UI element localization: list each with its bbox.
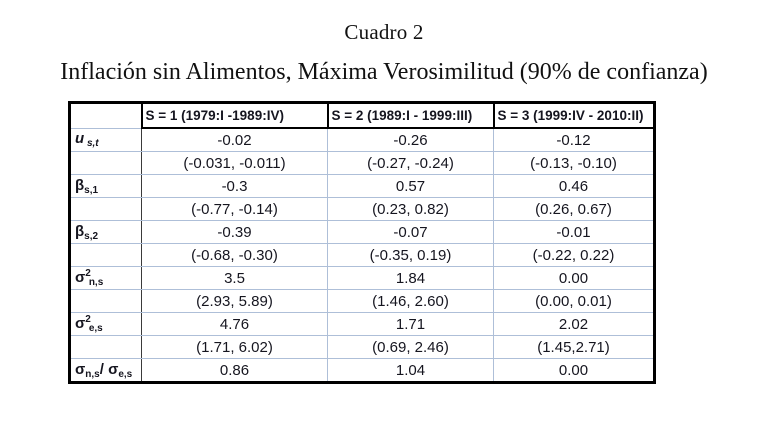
column-header-s2: S = 2 (1989:I - 1999:III) bbox=[326, 101, 495, 129]
row-label-segment: 2 bbox=[85, 268, 91, 279]
value-cell: (-0.031, -0.011) bbox=[141, 151, 328, 175]
column-header-s3: S = 3 (1999:IV - 2010:II) bbox=[492, 101, 656, 129]
row-label: σn,s/ σe,s bbox=[69, 358, 142, 383]
value-cell: (-0.27, -0.24) bbox=[327, 151, 494, 175]
row-label-segment: σ bbox=[108, 360, 119, 378]
column-header-empty bbox=[68, 101, 143, 129]
value-cell: (-0.22, 0.22) bbox=[493, 243, 655, 267]
row-label: σ2e,s bbox=[69, 312, 142, 336]
table-row: βs,2 -0.39 -0.07 -0.01 bbox=[69, 220, 655, 244]
value-cell: (0.69, 2.46) bbox=[327, 335, 494, 359]
value-cell: 0.46 bbox=[493, 174, 655, 198]
table-row: u s,t -0.02 -0.26 -0.12 bbox=[69, 127, 655, 152]
row-label-segment: s,1 bbox=[84, 184, 99, 196]
table-row: (-0.031, -0.011) (-0.27, -0.24) (-0.13, -0… bbox=[69, 151, 655, 175]
value-cell: -0.07 bbox=[327, 220, 494, 244]
value-cell: 0.00 bbox=[493, 358, 655, 383]
table-row: (-0.77, -0.14) (0.23, 0.82) (0.26, 0.67) bbox=[69, 197, 655, 221]
row-label-segment: e,s bbox=[88, 323, 103, 334]
value-cell: (-0.77, -0.14) bbox=[141, 197, 328, 221]
value-cell: 0.00 bbox=[493, 266, 655, 290]
value-cell: 1.71 bbox=[327, 312, 494, 336]
table-row: (2.93, 5.89) (1.46, 2.60) (0.00, 0.01) bbox=[69, 289, 655, 313]
results-table-body: u s,t -0.02 -0.26 -0.12 (-0.031, -0.011) (-0.… bbox=[69, 127, 655, 383]
row-label-segment: β bbox=[75, 222, 85, 240]
page-title: Cuadro 2 bbox=[344, 20, 424, 44]
value-cell: (0.23, 0.82) bbox=[327, 197, 494, 221]
row-label-segment: n,s bbox=[88, 277, 104, 288]
value-cell: 1.84 bbox=[327, 266, 494, 290]
value-cell: (1.71, 6.02) bbox=[141, 335, 328, 359]
row-label-segment: n,s bbox=[85, 368, 100, 380]
value-cell: -0.02 bbox=[141, 127, 328, 152]
table-row: (-0.68, -0.30) (-0.35, 0.19) (-0.22, 0.22) bbox=[69, 243, 655, 267]
table-row: σn,s/ σe,s 0.86 1.04 0.00 bbox=[69, 358, 655, 383]
value-cell: (1.46, 2.60) bbox=[327, 289, 494, 313]
row-label: βs,1 bbox=[69, 174, 142, 198]
value-cell: (1.45,2.71) bbox=[493, 335, 655, 359]
value-cell: (0.00, 0.01) bbox=[493, 289, 655, 313]
row-label: u s,t bbox=[69, 127, 142, 152]
table-row: (1.71, 6.02) (0.69, 2.46) (1.45,2.71) bbox=[69, 335, 655, 359]
results-table: S = 1 (1979:I -1989:IV) S = 2 (1989:I - … bbox=[68, 101, 656, 384]
row-label-segment: e,s bbox=[118, 368, 133, 380]
column-header-s1: S = 1 (1979:I -1989:IV) bbox=[140, 101, 329, 129]
value-cell: (-0.35, 0.19) bbox=[327, 243, 494, 267]
row-label-segment: σ bbox=[75, 269, 86, 286]
row-label bbox=[69, 289, 142, 313]
table-row: βs,1 -0.3 0.57 0.46 bbox=[69, 174, 655, 198]
value-cell: 2.02 bbox=[493, 312, 655, 336]
value-cell: -0.26 bbox=[327, 127, 494, 152]
row-label-segment: s,2 bbox=[84, 230, 99, 242]
value-cell: -0.3 bbox=[141, 174, 328, 198]
value-cell: (-0.13, -0.10) bbox=[493, 151, 655, 175]
value-cell: 0.86 bbox=[141, 358, 328, 383]
table-row: σ2e,s 4.76 1.71 2.02 bbox=[69, 312, 655, 336]
value-cell: 0.57 bbox=[327, 174, 494, 198]
row-label bbox=[69, 243, 142, 267]
row-label-segment: s,t bbox=[84, 138, 99, 150]
row-label-segment: β bbox=[75, 176, 85, 194]
value-cell: (2.93, 5.89) bbox=[141, 289, 328, 313]
row-label bbox=[69, 335, 142, 359]
table-row: σ2n,s 3.5 1.84 0.00 bbox=[69, 266, 655, 290]
header-row: S = 1 (1979:I -1989:IV) S = 2 (1989:I - … bbox=[68, 101, 656, 129]
value-cell: (-0.68, -0.30) bbox=[141, 243, 328, 267]
value-cell: 1.04 bbox=[327, 358, 494, 383]
value-cell: -0.39 bbox=[141, 220, 328, 244]
value-cell: 4.76 bbox=[141, 312, 328, 336]
row-label-segment: u bbox=[75, 130, 85, 148]
row-label-segment: σ bbox=[75, 315, 86, 332]
value-cell: -0.12 bbox=[493, 127, 655, 152]
page-subtitle: Inflación sin Alimentos, Máxima Verosimi… bbox=[60, 59, 708, 85]
row-label: σ2n,s bbox=[69, 266, 142, 290]
row-label bbox=[69, 197, 142, 221]
row-label bbox=[69, 151, 142, 175]
value-cell: -0.01 bbox=[493, 220, 655, 244]
row-label-segment: / bbox=[99, 360, 109, 378]
value-cell: 3.5 bbox=[141, 266, 328, 290]
row-label-segment: 2 bbox=[85, 314, 91, 325]
value-cell: (0.26, 0.67) bbox=[493, 197, 655, 221]
row-label-segment: σ bbox=[75, 360, 86, 378]
row-label: βs,2 bbox=[69, 220, 142, 244]
